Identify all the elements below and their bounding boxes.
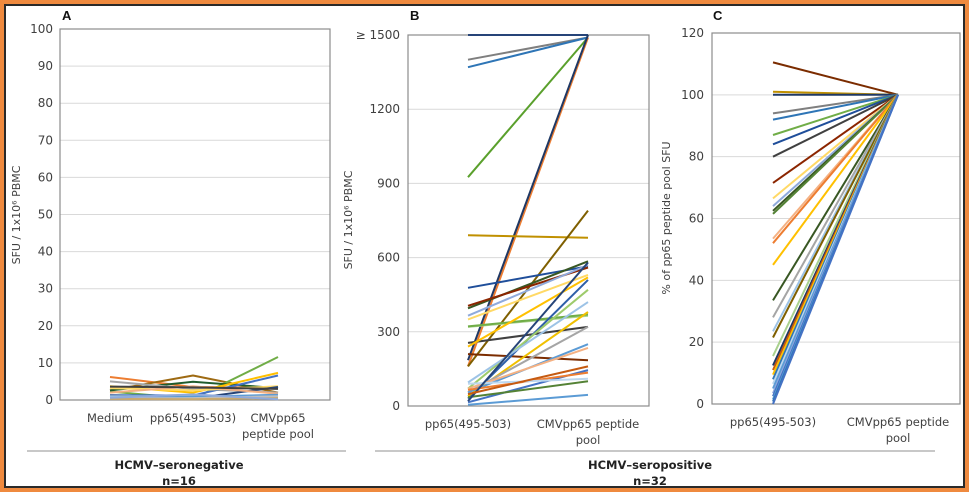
panel-a-y-tick-label: 80: [38, 96, 53, 110]
panel-b-x-category-label: pool: [576, 433, 601, 447]
panel-c-series-line-donor-13: [772, 94, 899, 215]
panel-c-series-line-donor-18: [772, 94, 899, 318]
panel-b-series-line-donor-10: [467, 260, 589, 310]
panel-c-series-line-donor-8: [772, 93, 899, 158]
panel-c-series-line-donor-20: [772, 94, 899, 338]
panel-c-x-category-label: CMVpp65 peptide: [847, 415, 949, 429]
panel-b-y-tick-label: ≥ 1500: [356, 28, 400, 42]
panel-b-series-line-donor-32: [467, 365, 589, 396]
panel-a-y-tick-label: 20: [38, 319, 53, 333]
group-n-seronegative: n=16: [162, 474, 196, 488]
panel-b-series-line-donor-20: [467, 289, 589, 390]
panel-a-y-tick-label: 60: [38, 170, 53, 184]
panel-a-y-tick-label: 0: [45, 393, 53, 407]
panel-c-series-line-donor-16: [772, 94, 899, 266]
panel-a-y-axis-title: SFU / 1x10⁶ PBMC: [10, 165, 23, 264]
panel-c-y-tick-label: 120: [681, 26, 704, 40]
panel-a-series-line-donor-10: [109, 385, 279, 395]
panel-b-plot-area: [407, 34, 650, 407]
panel-c: C 0 20 40 60 80 100 120 pp65(495-503) CMVpp65 pe…: [660, 8, 961, 445]
panel-b-series-line-donor-3: [467, 36, 589, 69]
panel-c-y-tick-label: 100: [681, 88, 704, 102]
panel-b-series-line-donor-21: [467, 301, 589, 384]
panel-b-series-line-donor-17: [467, 276, 589, 348]
panel-a-y-tick-label: 10: [38, 356, 53, 370]
panel-b-series-line-donor-12: [467, 264, 589, 317]
panel-b-series-line-donor-4: [467, 36, 589, 178]
panel-c-y-tick-label: 60: [689, 212, 704, 226]
panel-c-label: C: [713, 8, 723, 23]
panel-a-label: A: [62, 8, 72, 23]
panel-c-series-line-donor-4: [772, 93, 899, 115]
panel-b-y-axis-title: SFU / 1x10⁶ PBMC: [342, 170, 355, 269]
panel-c-y-tick-label: 0: [696, 397, 704, 411]
panel-b-series-line-donor-2: [467, 36, 589, 61]
panel-b-y-tick-label: 1200: [369, 102, 400, 116]
group-n-seropositive: n=32: [633, 474, 667, 488]
panel-a-y-tick-label: 40: [38, 245, 53, 259]
panel-a-x-category-label: CMVpp65: [250, 411, 305, 425]
panel-b-series-line-donor-16: [467, 325, 589, 344]
panel-b-series-line-donor-31: [467, 261, 589, 402]
panel-c-series-line-donor-15: [772, 94, 899, 244]
group-label-seropositive: HCMV–seropositive: [588, 458, 712, 472]
panel-a-x-category-label: Medium: [87, 411, 133, 425]
panel-a: A 0 10 20 30 40 50 60 70 80 90 100 Medium pp65(495-5…: [10, 8, 331, 441]
panel-c-series-line-donor-6: [772, 93, 899, 136]
panel-c-plot-area: [711, 32, 961, 405]
panel-b-x-category-label: CMVpp65 peptide: [537, 417, 639, 431]
group-label-seronegative: HCMV–seronegative: [114, 458, 243, 472]
panel-b: B 0 300 600 900 1200 ≥ 1500 pp65(495-503) CMVpp…: [342, 8, 650, 447]
panel-c-series-line-donor-9: [772, 93, 899, 184]
panel-a-y-tick-label: 90: [38, 59, 53, 73]
panel-b-x-category-label: pp65(495-503): [425, 417, 511, 431]
panel-a-x-category-label: pp65(495-503): [150, 411, 236, 425]
panel-b-series-line-donor-6: [467, 34, 589, 361]
panel-b-y-tick-label: 900: [377, 176, 400, 190]
panel-a-y-tick-label: 30: [38, 282, 53, 296]
panel-b-series-line-donor-18: [467, 353, 589, 362]
panel-c-x-category-label: pp65(495-503): [730, 415, 816, 429]
panel-c-y-tick-label: 40: [689, 273, 704, 287]
panel-b-series-line-donor-30: [467, 393, 589, 406]
panel-b-series-line-donor-13: [467, 273, 589, 321]
panel-a-series-line-donor-16: [109, 385, 279, 390]
panel-b-y-tick-label: 300: [377, 325, 400, 339]
panel-b-y-tick-label: 0: [392, 399, 400, 413]
panel-a-series-line-donor-15: [109, 393, 279, 401]
panel-c-y-tick-label: 20: [689, 335, 704, 349]
panel-a-y-tick-label: 70: [38, 133, 53, 147]
panel-c-series-line-donor-5: [772, 93, 899, 121]
panel-c-series-line-donor-7: [772, 93, 899, 146]
panel-c-x-category-label: pool: [886, 431, 911, 445]
panel-b-y-tick-label: 600: [377, 251, 400, 265]
panel-c-y-axis-title: % of pp65 peptide pool SFU: [660, 141, 673, 294]
panel-a-x-category-label: peptide pool: [242, 427, 314, 441]
panel-c-series-line-donor-1: [772, 61, 899, 96]
panel-b-series-line-donor-28: [467, 380, 589, 399]
panel-a-y-tick-label: 50: [38, 208, 53, 222]
panel-c-series-line-donor-32: [772, 94, 899, 405]
panel-c-y-tick-label: 80: [689, 150, 704, 164]
panel-a-y-tick-label: 100: [30, 22, 53, 36]
panel-b-label: B: [410, 8, 419, 23]
panel-b-series-line-donor-7: [467, 234, 589, 239]
panel-c-series-line-donor-17: [772, 94, 899, 301]
figure-frame-inner: [4, 4, 965, 488]
